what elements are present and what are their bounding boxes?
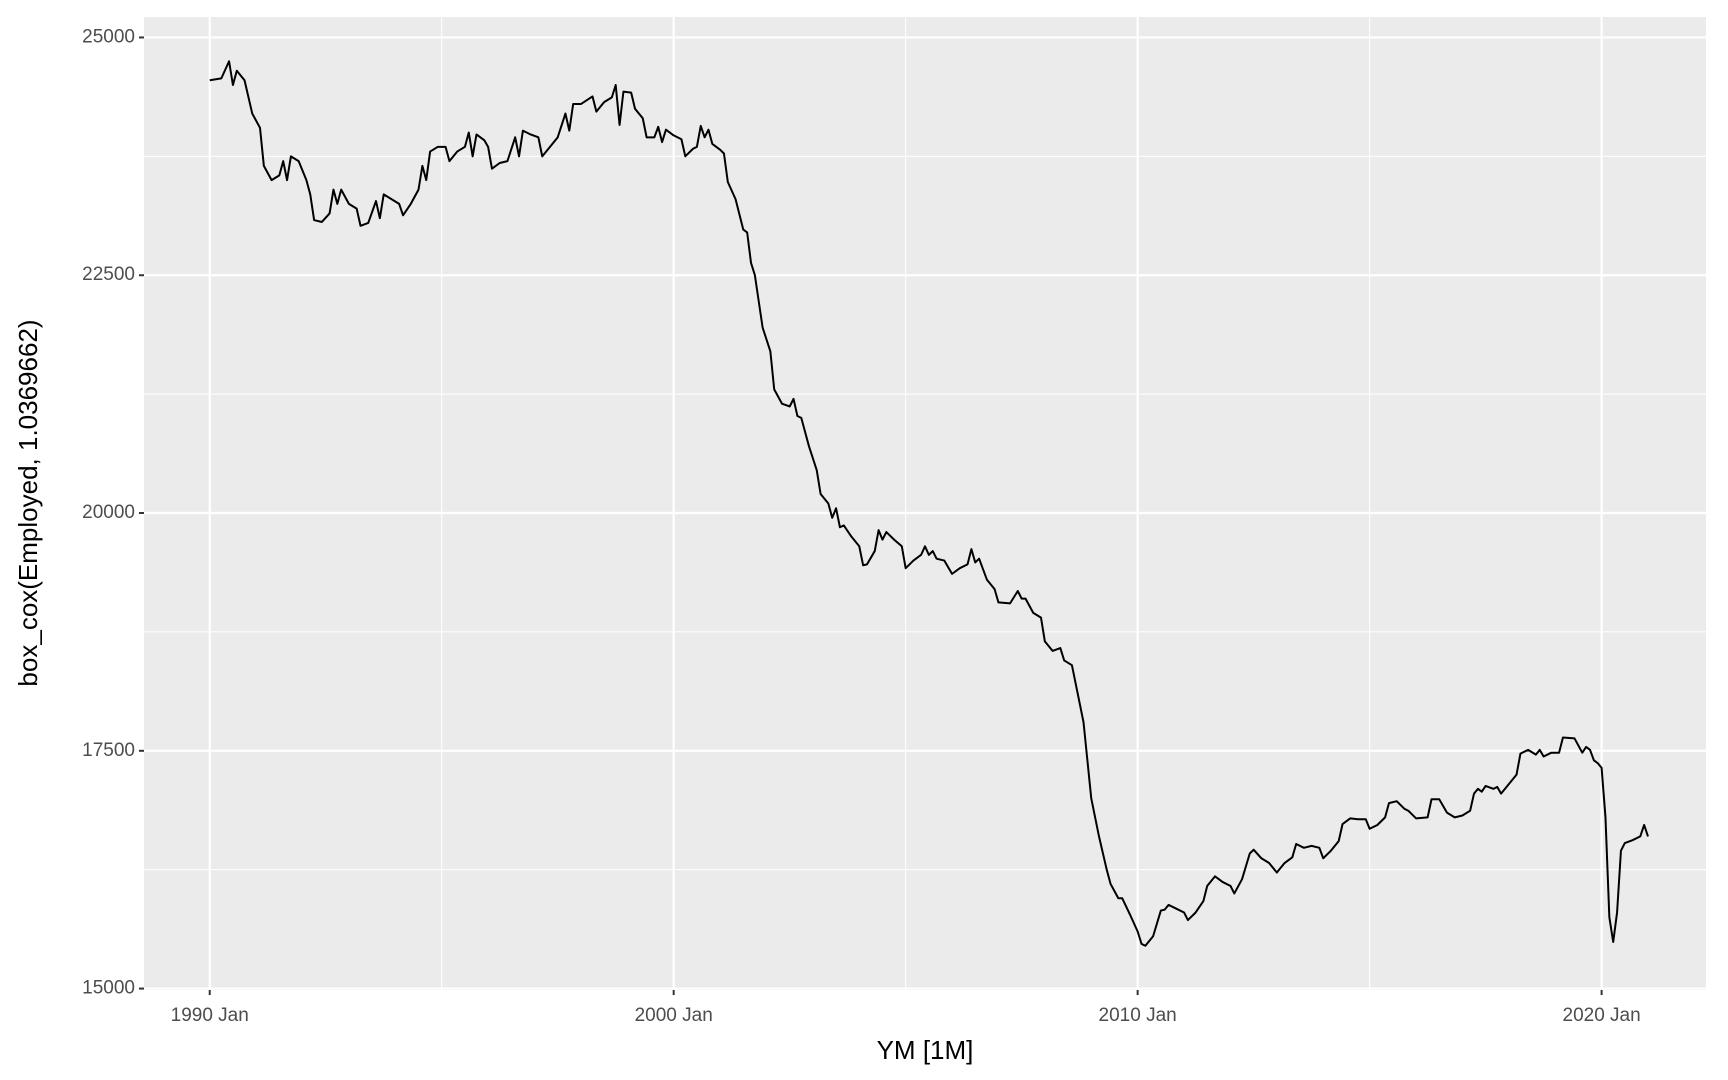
x-axis-title: YM [1M] — [877, 1035, 974, 1065]
y-tick-label: 25000 — [82, 26, 135, 47]
x-tick-label: 2010 Jan — [1099, 1005, 1177, 1026]
x-tick-label: 2000 Jan — [635, 1005, 713, 1026]
y-axis-title: box_cox(Employed, 1.0369662) — [13, 319, 43, 686]
y-tick-label: 22500 — [82, 264, 135, 285]
data-line — [209, 60, 1649, 947]
y-tick-label: 17500 — [82, 740, 135, 761]
x-tick-label: 2020 Jan — [1563, 1005, 1641, 1026]
y-tick-label: 20000 — [82, 502, 135, 523]
x-tick-label: 1990 Jan — [171, 1005, 249, 1026]
plot-panel — [144, 17, 1706, 990]
y-tick-label: 15000 — [82, 978, 135, 999]
